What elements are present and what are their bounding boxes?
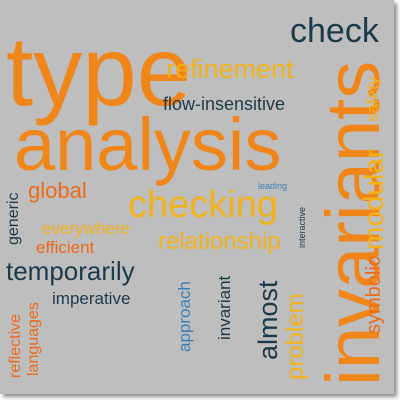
word-approach: approach — [175, 281, 194, 352]
word-type: type — [6, 16, 192, 126]
word-everywhere: everywhere — [42, 219, 130, 238]
word-symbolic: symbolic — [363, 256, 385, 334]
word-interactive: interactive — [297, 206, 307, 248]
word-almost: almost — [253, 280, 283, 360]
word-relationship: relationship — [158, 228, 281, 255]
word-analysis: analysis — [14, 103, 282, 186]
word-safety: safety — [363, 76, 382, 122]
word-imperative: imperative — [52, 289, 131, 308]
word-invariant: invariant — [215, 275, 234, 340]
word-temporarily: temporarily — [6, 256, 135, 286]
word-modular: modular — [358, 148, 389, 250]
word-efficient: efficient — [36, 238, 95, 257]
word-check: check — [290, 12, 379, 50]
word-checking: checking — [128, 184, 278, 226]
word-cloud: check type refinement flow-insensitive a… — [0, 0, 394, 394]
word-problem: problem — [282, 293, 309, 380]
word-refinement: refinement — [166, 54, 294, 84]
word-languages: languages — [25, 302, 42, 376]
word-leading: leading — [258, 181, 288, 191]
word-generic: generic — [5, 192, 22, 245]
word-reflective: reflective — [7, 313, 24, 378]
word-flow-insensitive: flow-insensitive — [163, 94, 286, 114]
word-global: global — [28, 178, 87, 203]
